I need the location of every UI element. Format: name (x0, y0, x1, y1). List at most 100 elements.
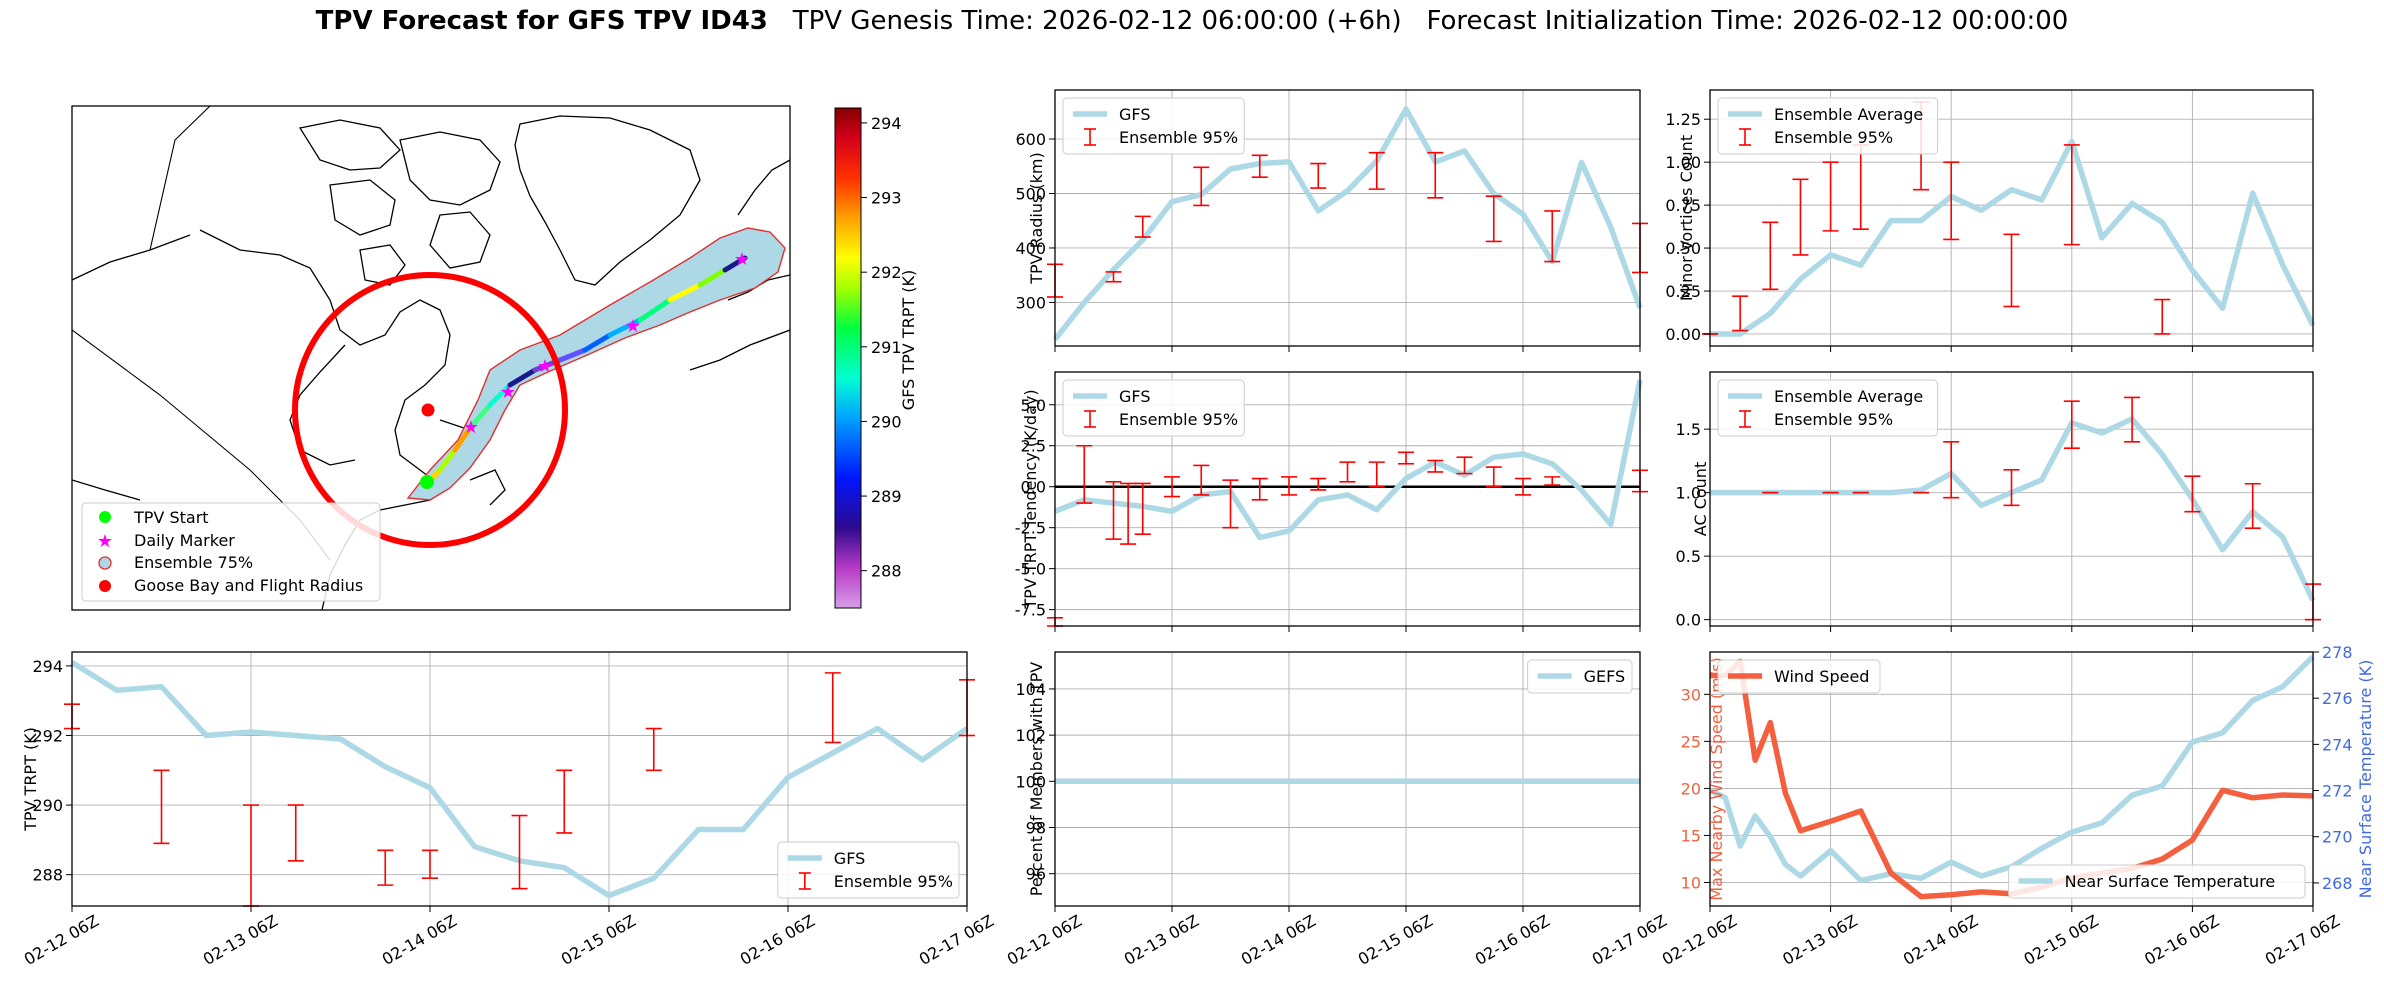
errorbar (2124, 396, 2141, 443)
errorbar (2003, 233, 2020, 308)
legend-label: Ensemble Average (1774, 105, 1923, 124)
plot-frame (1054, 651, 1641, 907)
y-tick-label: 15 (1681, 826, 1701, 845)
y-tick-label: -2.5 (1015, 519, 1046, 538)
colorbar-tick-label: 291 (871, 338, 902, 357)
errorbar (1222, 479, 1239, 529)
errorbar (1943, 441, 1960, 499)
x-tick-label: 02-17 06Z (1589, 911, 1670, 969)
errorbar (1762, 221, 1779, 291)
errorbar (1732, 295, 1749, 332)
series-line-ensemble-average (1710, 138, 2316, 337)
colorbar-label: GFS TPV TRPT (K) (899, 270, 918, 410)
y-axis-label: Minor Vortices Count (1677, 135, 1696, 301)
errorbar (1310, 162, 1327, 189)
y-tick-label: 25 (1681, 732, 1701, 751)
errorbar (1368, 461, 1385, 488)
x-tick-label: 02-13 06Z (1121, 911, 1202, 969)
series-line-gfs (1053, 379, 1643, 541)
figure-title: TPV Forecast for GFS TPV ID43 TPV Genesi… (0, 6, 2384, 36)
y-tick-label: 292 (32, 727, 63, 746)
map-panel: ★ ★ ★ ★ ★ TPV Start ★ Daily Marker Ensem… (71, 105, 918, 611)
errorbar (556, 769, 573, 834)
y-tick-label: 0.0 (1021, 478, 1046, 497)
y-tick-label: 600 (1015, 130, 1046, 149)
legend-frame (1717, 379, 1939, 437)
y-right-tick-label: 274 (2322, 735, 2353, 754)
y-tick-label: 20 (1681, 779, 1701, 798)
panel-wind_temp: 02-12 06Z 02-13 06Z 02-14 06Z 02-15 06Z 02-1… (1659, 643, 2375, 969)
errorbar (1076, 444, 1093, 504)
flight-radius-circle (292, 272, 568, 548)
y-tick-label: 98 (1026, 818, 1046, 837)
colorbar-tick-label: 288 (871, 562, 902, 581)
errorbar (2184, 475, 2201, 513)
y-right-tick-label: 276 (2322, 689, 2353, 708)
errorbar (1105, 271, 1122, 283)
y-tick-label: 294 (32, 657, 63, 676)
errorbar (153, 769, 170, 845)
errorbar (1427, 151, 1444, 199)
x-tick-label: 02-14 06Z (379, 911, 460, 969)
map-legend-goose-bay: Goose Bay and Flight Radius (134, 576, 363, 595)
map-legend-ensemble: Ensemble 75% (134, 553, 253, 572)
errorbar (1485, 466, 1502, 488)
y-right-tick-label: 272 (2322, 782, 2353, 801)
legend: GEFS (1527, 659, 1633, 694)
errorbar (1120, 482, 1137, 545)
legend-label: Ensemble 95% (1774, 410, 1893, 429)
y-tick-label: 102 (1015, 726, 1046, 745)
y-tick-label: 1.00 (1665, 153, 1701, 172)
y-tick-label: 0.25 (1665, 282, 1701, 301)
series-line-temperature (1708, 654, 2315, 884)
x-tick-label: 02-16 06Z (2141, 911, 2222, 969)
y-tick-label: 1.0 (1676, 484, 1701, 503)
legend-label: Ensemble 95% (1774, 128, 1893, 147)
x-tick-label: 02-16 06Z (737, 911, 818, 969)
svg-text:★: ★ (625, 316, 641, 337)
legend-frame (1717, 97, 1939, 155)
legend-label: Ensemble 95% (834, 872, 953, 891)
legend-label: Ensemble 95% (1119, 128, 1238, 147)
y-tick-label: 1.25 (1665, 110, 1701, 129)
errorbar (1792, 178, 1809, 256)
panel-trpt: 02-12 06Z 02-13 06Z 02-14 06Z 02-15 06Z 02-1… (21, 651, 997, 969)
legend: Wind Speed (1717, 659, 1881, 694)
x-tick-label: 02-14 06Z (1238, 911, 1319, 969)
x-tick-label: 02-12 06Z (21, 911, 102, 969)
legend: GFS Ensemble 95% (1062, 379, 1245, 437)
errorbar (1368, 151, 1385, 190)
errorbar (422, 849, 438, 879)
y-tick-label: 500 (1015, 184, 1046, 203)
errorbar (1105, 480, 1122, 540)
x-tick-label: 02-17 06Z (2262, 911, 2343, 969)
series-line-wind (1710, 658, 2314, 900)
errorbar (1544, 476, 1561, 486)
errorbar (1822, 161, 1839, 232)
x-tick-label: 02-12 06Z (1004, 911, 1085, 969)
y-axis-label: AC Count (1691, 462, 1710, 536)
x-tick-label: 02-17 06Z (916, 911, 997, 969)
y-right-tick-label: 268 (2322, 874, 2353, 893)
y-tick-label: 0.75 (1665, 196, 1701, 215)
errorbar (1164, 476, 1180, 498)
y-tick-label: 5.0 (1021, 396, 1046, 415)
colorbar-tick-label: 289 (871, 487, 902, 506)
legend-frame (1062, 97, 1245, 155)
x-tick-label: 02-13 06Z (1779, 911, 1860, 969)
errorbar (2063, 144, 2080, 246)
figure-title-genesis: TPV Genesis Time: 2026-02-12 06:00:00 (+… (792, 6, 1402, 36)
errorbar (1339, 461, 1356, 483)
errorbar (1427, 459, 1444, 473)
y-tick-label: 100 (1015, 772, 1046, 791)
legend-label: GEFS (1584, 667, 1626, 686)
errorbar (2003, 468, 2020, 507)
y-tick-label: 300 (1015, 293, 1046, 312)
legend: Ensemble Average Ensemble 95% (1717, 97, 1939, 155)
legend-label: GFS (1119, 105, 1150, 124)
svg-text:★: ★ (463, 417, 479, 438)
panel-radius: 300 400 500 600 TPV Radius (km) GFS Ensemble 9… (1015, 89, 1648, 352)
y-tick-label: 104 (1015, 680, 1046, 699)
